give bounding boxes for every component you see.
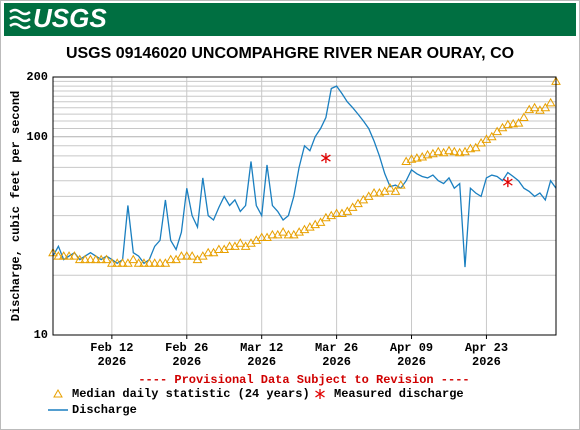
legend-label: Measured discharge [334, 387, 464, 401]
x-tick-label: Mar 12 [240, 341, 283, 355]
median-marker [128, 254, 139, 264]
median-marker [390, 186, 401, 195]
median-marker [331, 208, 342, 217]
median-marker [278, 227, 288, 236]
y-tick-label: 10 [34, 328, 48, 342]
median-marker [203, 247, 214, 257]
legend-marker [53, 388, 63, 398]
median-marker [117, 258, 128, 267]
median-marker [449, 146, 460, 156]
chart-title: USGS 09146020 UNCOMPAHGRE RIVER NEAR OUR… [66, 45, 514, 62]
provisional-note: ---- Provisional Data Subject to Revisio… [138, 373, 469, 387]
measured-marker [321, 153, 331, 164]
median-marker [433, 146, 444, 156]
logo: USGS [33, 3, 107, 33]
median-marker [465, 143, 476, 153]
median-marker [508, 118, 519, 128]
asterisk-stroke [502, 178, 513, 186]
median-marker [486, 131, 497, 141]
y-tick-label: 100 [26, 130, 48, 144]
median-marker [454, 147, 465, 157]
median-marker [139, 258, 149, 267]
median-marker [267, 229, 278, 239]
legend-label: Discharge [72, 403, 137, 417]
median-marker [540, 102, 551, 112]
x-tick-label: 2026 [322, 355, 351, 369]
median-marker [224, 241, 235, 250]
median-marker [112, 258, 123, 267]
median-marker [529, 102, 540, 112]
x-tick-label: Feb 12 [90, 341, 133, 355]
median-marker [53, 251, 64, 260]
median-marker [369, 188, 379, 197]
median-marker [96, 254, 107, 264]
measured-marker [502, 177, 513, 188]
median-marker [107, 258, 117, 267]
median-marker [90, 254, 101, 264]
x-tick-label: Apr 23 [465, 341, 508, 355]
median-marker [74, 254, 85, 264]
median-marker [283, 229, 294, 239]
x-tick-label: 2026 [97, 355, 126, 369]
median-marker [214, 244, 224, 253]
median-marker [165, 254, 176, 264]
median-marker [444, 145, 454, 155]
median-marker [80, 254, 90, 264]
median-marker [385, 183, 395, 192]
asterisk-stroke [321, 154, 331, 162]
median-marker [513, 118, 524, 127]
median-marker [64, 251, 74, 260]
x-tick-label: 2026 [397, 355, 426, 369]
x-tick-label: 2026 [472, 355, 501, 369]
x-tick-label: 2026 [172, 355, 201, 369]
median-marker [519, 112, 529, 121]
header-band [4, 3, 576, 36]
median-marker [187, 251, 197, 260]
median-marker [85, 254, 96, 264]
x-tick-label: Mar 26 [315, 341, 358, 355]
asterisk-stroke [315, 390, 325, 398]
median-marker [256, 232, 267, 242]
median-marker [101, 254, 112, 264]
y-axis-label: Discharge, cubic feet per second [9, 91, 23, 321]
x-tick-label: 2026 [247, 355, 276, 369]
plot-border [52, 76, 557, 336]
median-marker [176, 251, 187, 260]
median-marker [149, 258, 160, 267]
median-marker [545, 97, 556, 107]
median-marker [342, 206, 353, 215]
legend-label: Median daily statistic (24 years) [72, 387, 310, 401]
legend-marker [315, 389, 325, 399]
median-marker [315, 217, 326, 226]
x-tick-label: Feb 26 [165, 341, 208, 355]
median-marker [395, 180, 406, 189]
median-marker [406, 154, 417, 163]
y-tick-label: 200 [26, 70, 48, 84]
median-marker [133, 258, 144, 267]
median-marker [502, 119, 513, 129]
median-marker [181, 251, 192, 260]
x-tick-label: Apr 09 [390, 341, 433, 355]
median-marker [422, 149, 433, 159]
median-marker [235, 238, 246, 247]
median-marker [69, 251, 80, 260]
logo-mark [9, 8, 31, 30]
median-marker [155, 258, 165, 267]
median-marker [144, 258, 155, 267]
discharge-line [52, 85, 557, 268]
median-marker [412, 153, 422, 162]
median-marker [470, 142, 481, 152]
median-marker [58, 251, 69, 260]
